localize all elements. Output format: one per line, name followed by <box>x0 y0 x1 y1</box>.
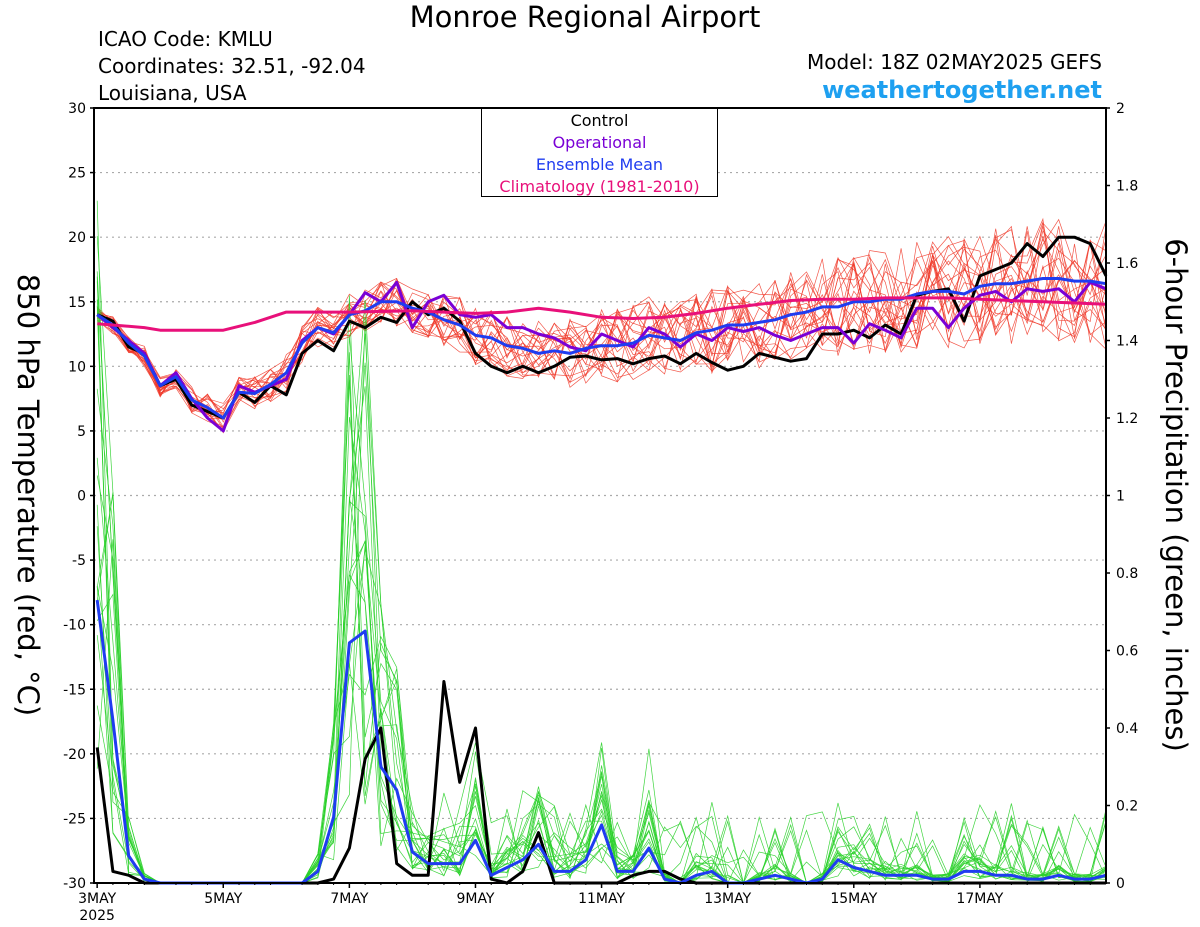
y2-tick-label: 1.4 <box>1116 334 1138 350</box>
y2-tick-label: 0 <box>1116 876 1125 892</box>
y-axis-label-left: 850 hPa Temperature (red, °C) <box>11 273 45 717</box>
temp-ensemble-mean-line <box>96 277 1107 420</box>
y-tick-label: -30 <box>63 876 86 892</box>
location: Louisiana, USA <box>98 81 247 105</box>
precip-member-line <box>96 374 1107 884</box>
legend-control: Control <box>570 111 629 130</box>
icao-code: ICAO Code: KMLU <box>98 27 273 51</box>
y-tick-label: -20 <box>63 747 86 763</box>
y2-tick-label: 1.6 <box>1116 256 1138 272</box>
series-lines <box>95 235 1108 885</box>
x-tick-label: 5MAY <box>204 891 242 907</box>
grid <box>94 171 1106 820</box>
chart-legend: Control Operational Ensemble Mean Climat… <box>481 108 718 197</box>
x-tick-label: 3MAY <box>78 891 116 907</box>
y-tick-label: 25 <box>68 166 86 182</box>
x-tick-sublabel: 2025 <box>79 908 115 924</box>
y-tick-label: 15 <box>68 295 86 311</box>
y2-tick-label: 0.2 <box>1116 799 1138 815</box>
temp-climatology-1981-2010-line <box>97 296 1107 332</box>
y2-tick-label: 2 <box>1116 101 1125 117</box>
legend-ensemble-mean: Ensemble Mean <box>535 155 664 174</box>
temp-member-line <box>97 250 1107 404</box>
legend-operational: Operational <box>552 133 647 152</box>
x-tick-label: 11MAY <box>578 891 625 907</box>
y-tick-label: 30 <box>68 101 86 117</box>
y2-tick-label: 1.8 <box>1116 179 1138 195</box>
model-run: Model: 18Z 02MAY2025 GEFS <box>807 50 1102 74</box>
legend-climatology: Climatology (1981-2010) <box>499 177 700 196</box>
temp-member-line <box>97 243 1107 414</box>
y-tick-label: 10 <box>68 359 86 375</box>
y-tick-label: 20 <box>68 230 86 246</box>
y-tick-label: -25 <box>63 811 86 827</box>
precip-control-line <box>95 680 1106 885</box>
x-tick-label: 9MAY <box>456 891 494 907</box>
chart-title: Monroe Regional Airport <box>409 0 761 34</box>
y-axis-label-right: 6-hour Precipitation (green, inches) <box>1159 238 1193 752</box>
x-tick-label: 7MAY <box>330 891 368 907</box>
y2-tick-label: 0.4 <box>1116 721 1138 737</box>
precip-member-line <box>96 539 1107 884</box>
x-tick-label: 17MAY <box>956 891 1003 907</box>
y-tick-label: -15 <box>63 682 86 698</box>
x-tick-label: 15MAY <box>830 891 877 907</box>
y2-tick-label: 0.6 <box>1116 644 1138 660</box>
precip-member-line <box>96 540 1107 884</box>
temp-member-line <box>97 239 1107 423</box>
x-tick-label: 13MAY <box>704 891 751 907</box>
temp-member-line <box>97 257 1107 418</box>
site-link[interactable]: weathertogether.net <box>822 76 1102 104</box>
precip-ensemble-mean-line <box>95 599 1107 885</box>
temp-member-line <box>97 225 1107 415</box>
y-tick-label: 0 <box>77 489 86 505</box>
y2-tick-label: 1.2 <box>1116 411 1138 427</box>
temp-member-line <box>97 228 1107 430</box>
coordinates: Coordinates: 32.51, -92.04 <box>98 54 366 78</box>
axis-ticks: 302520151050-5-10-15-20-25-3021.81.61.41… <box>63 101 1138 924</box>
y2-tick-label: 0.8 <box>1116 566 1138 582</box>
precip-member-line <box>96 416 1107 884</box>
precip-member-line <box>96 380 1107 884</box>
y-tick-label: -10 <box>63 618 86 634</box>
temp-member-line <box>96 230 1107 434</box>
y2-tick-label: 1 <box>1116 489 1125 505</box>
y-tick-label: 5 <box>77 424 86 440</box>
y-tick-label: -5 <box>72 553 86 569</box>
precip-member-line <box>96 573 1107 884</box>
temp-member-line <box>96 235 1107 410</box>
